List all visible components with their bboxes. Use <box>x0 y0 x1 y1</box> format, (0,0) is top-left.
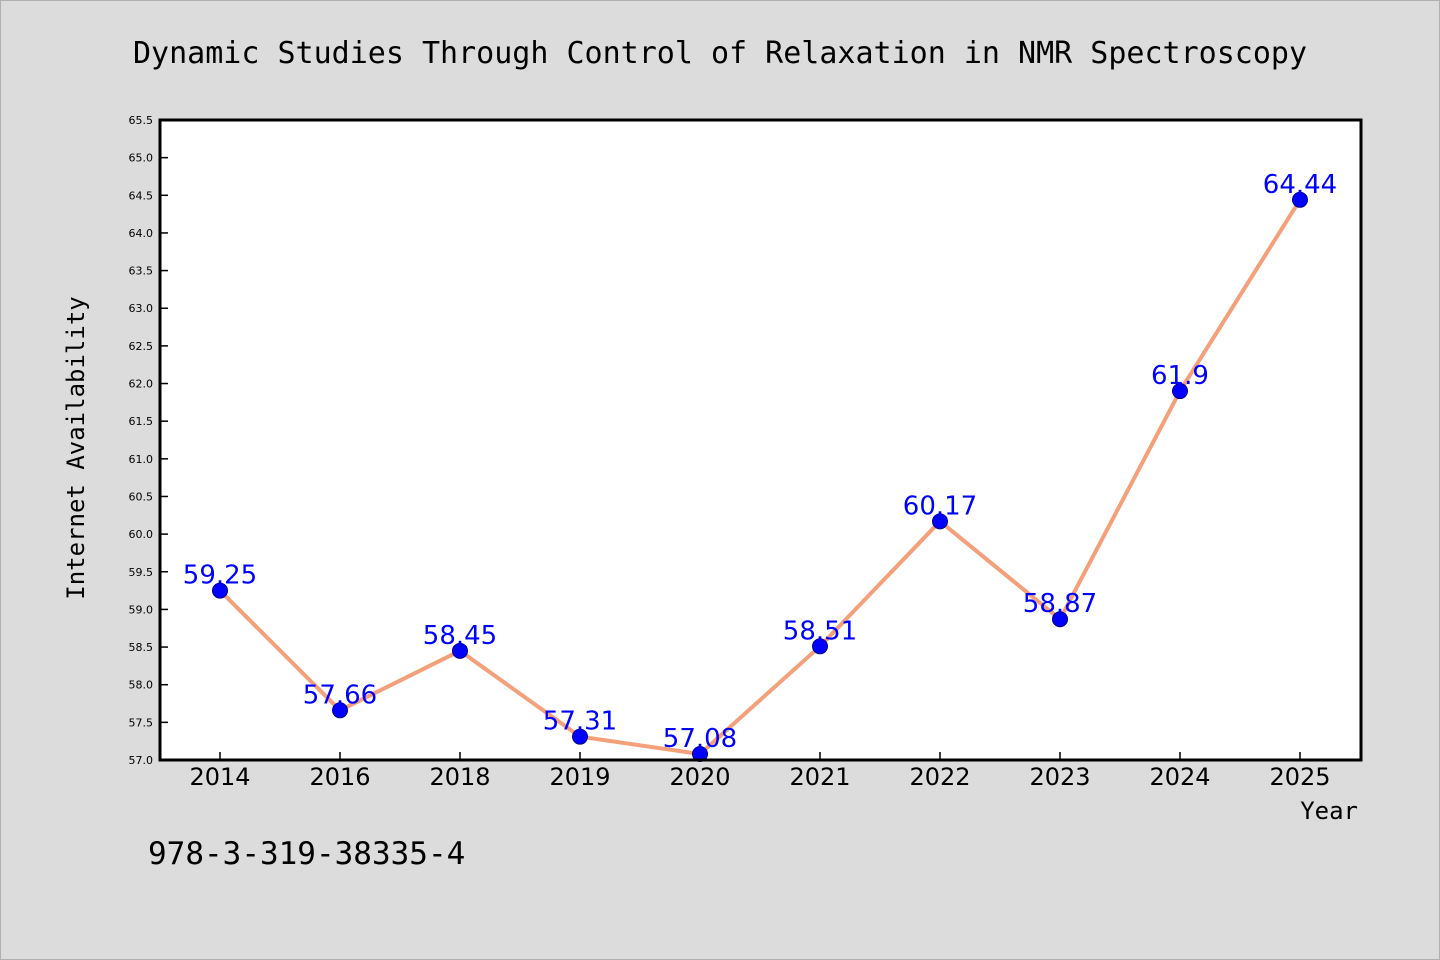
x-axis: 2014 2016 2018 2019 2020 2021 2022 2023 2024 2025 <box>189 752 1331 791</box>
plot-frame <box>158 118 1363 762</box>
x-tick-label: 2025 <box>1269 763 1330 791</box>
y-tick-label: 65.0 <box>129 152 154 165</box>
data-label: 57.08 <box>663 724 737 754</box>
y-tick-label: 59.5 <box>129 566 154 579</box>
y-tick-label: 61.0 <box>129 453 154 466</box>
y-tick-label: 57.0 <box>129 754 154 767</box>
y-tick-label: 60.0 <box>129 528 154 541</box>
data-point <box>332 702 348 719</box>
data-label: 59.25 <box>183 561 257 591</box>
y-tick-label: 61.5 <box>129 415 154 428</box>
y-axis: 57.0 57.5 58.0 58.5 59.0 59.5 60.0 60.5 61.0 61.5… <box>129 114 168 767</box>
chart-title: Dynamic Studies Through Control of Relax… <box>133 36 1307 71</box>
data-label: 57.31 <box>543 707 617 737</box>
data-point <box>1292 191 1308 208</box>
x-tick-label: 2014 <box>189 763 250 791</box>
data-label: 61.9 <box>1151 361 1209 391</box>
data-point <box>812 638 828 655</box>
data-point <box>212 582 228 599</box>
x-tick-label: 2021 <box>789 763 850 791</box>
y-tick-label: 63.5 <box>129 265 154 278</box>
y-tick-label: 59.0 <box>129 603 154 616</box>
y-tick-label: 63.0 <box>129 302 154 315</box>
x-tick-label: 2019 <box>549 763 610 791</box>
data-label: 58.87 <box>1023 589 1097 619</box>
data-point <box>1172 383 1188 400</box>
y-tick-label: 64.0 <box>129 227 154 240</box>
plot-area <box>160 120 1361 760</box>
x-tick-label: 2018 <box>429 763 490 791</box>
y-tick-label: 62.0 <box>129 378 154 391</box>
x-tick-label: 2024 <box>1149 763 1210 791</box>
y-axis-label: Internet Availability <box>62 296 90 599</box>
data-point <box>452 642 468 659</box>
y-tick-label: 60.5 <box>129 490 154 503</box>
isbn-text: 978-3-319-38335-4 <box>148 836 465 872</box>
data-label: 57.66 <box>303 680 377 710</box>
data-label: 58.51 <box>783 616 857 646</box>
y-tick-label: 64.5 <box>129 189 154 202</box>
data-label: 60.17 <box>903 491 977 521</box>
series-group: 59.25 57.66 58.45 57.31 57.08 58.51 60.17 58.87… <box>183 170 1337 762</box>
y-tick-label: 65.5 <box>129 114 154 127</box>
data-label: 58.45 <box>423 621 497 651</box>
x-tick-label: 2016 <box>309 763 370 791</box>
data-label: 64.44 <box>1263 170 1337 200</box>
x-axis-label: Year <box>1300 797 1358 825</box>
x-tick-label: 2022 <box>909 763 970 791</box>
x-tick-label: 2023 <box>1029 763 1090 791</box>
y-tick-label: 62.5 <box>129 340 154 353</box>
y-tick-label: 58.0 <box>129 679 154 692</box>
series-line <box>218 197 1302 756</box>
data-point <box>932 513 948 530</box>
data-point <box>572 728 588 745</box>
x-tick-label: 2020 <box>669 763 730 791</box>
data-point <box>1052 611 1068 628</box>
y-tick-label: 58.5 <box>129 641 154 654</box>
y-tick-label: 57.5 <box>129 716 154 729</box>
